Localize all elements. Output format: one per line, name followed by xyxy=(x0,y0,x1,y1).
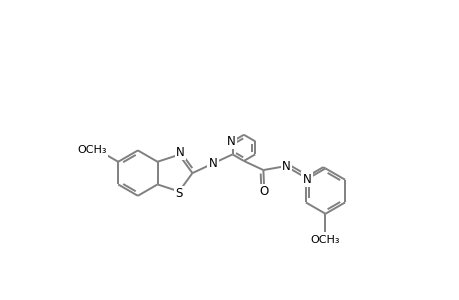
Text: OCH₃: OCH₃ xyxy=(77,146,106,155)
Text: N: N xyxy=(227,135,235,148)
Text: N: N xyxy=(208,157,217,170)
Text: N: N xyxy=(281,160,290,173)
Text: OCH₃: OCH₃ xyxy=(310,236,340,245)
Text: N: N xyxy=(302,172,311,186)
Text: N: N xyxy=(176,146,185,159)
Text: O: O xyxy=(259,185,268,198)
Text: S: S xyxy=(175,188,182,200)
